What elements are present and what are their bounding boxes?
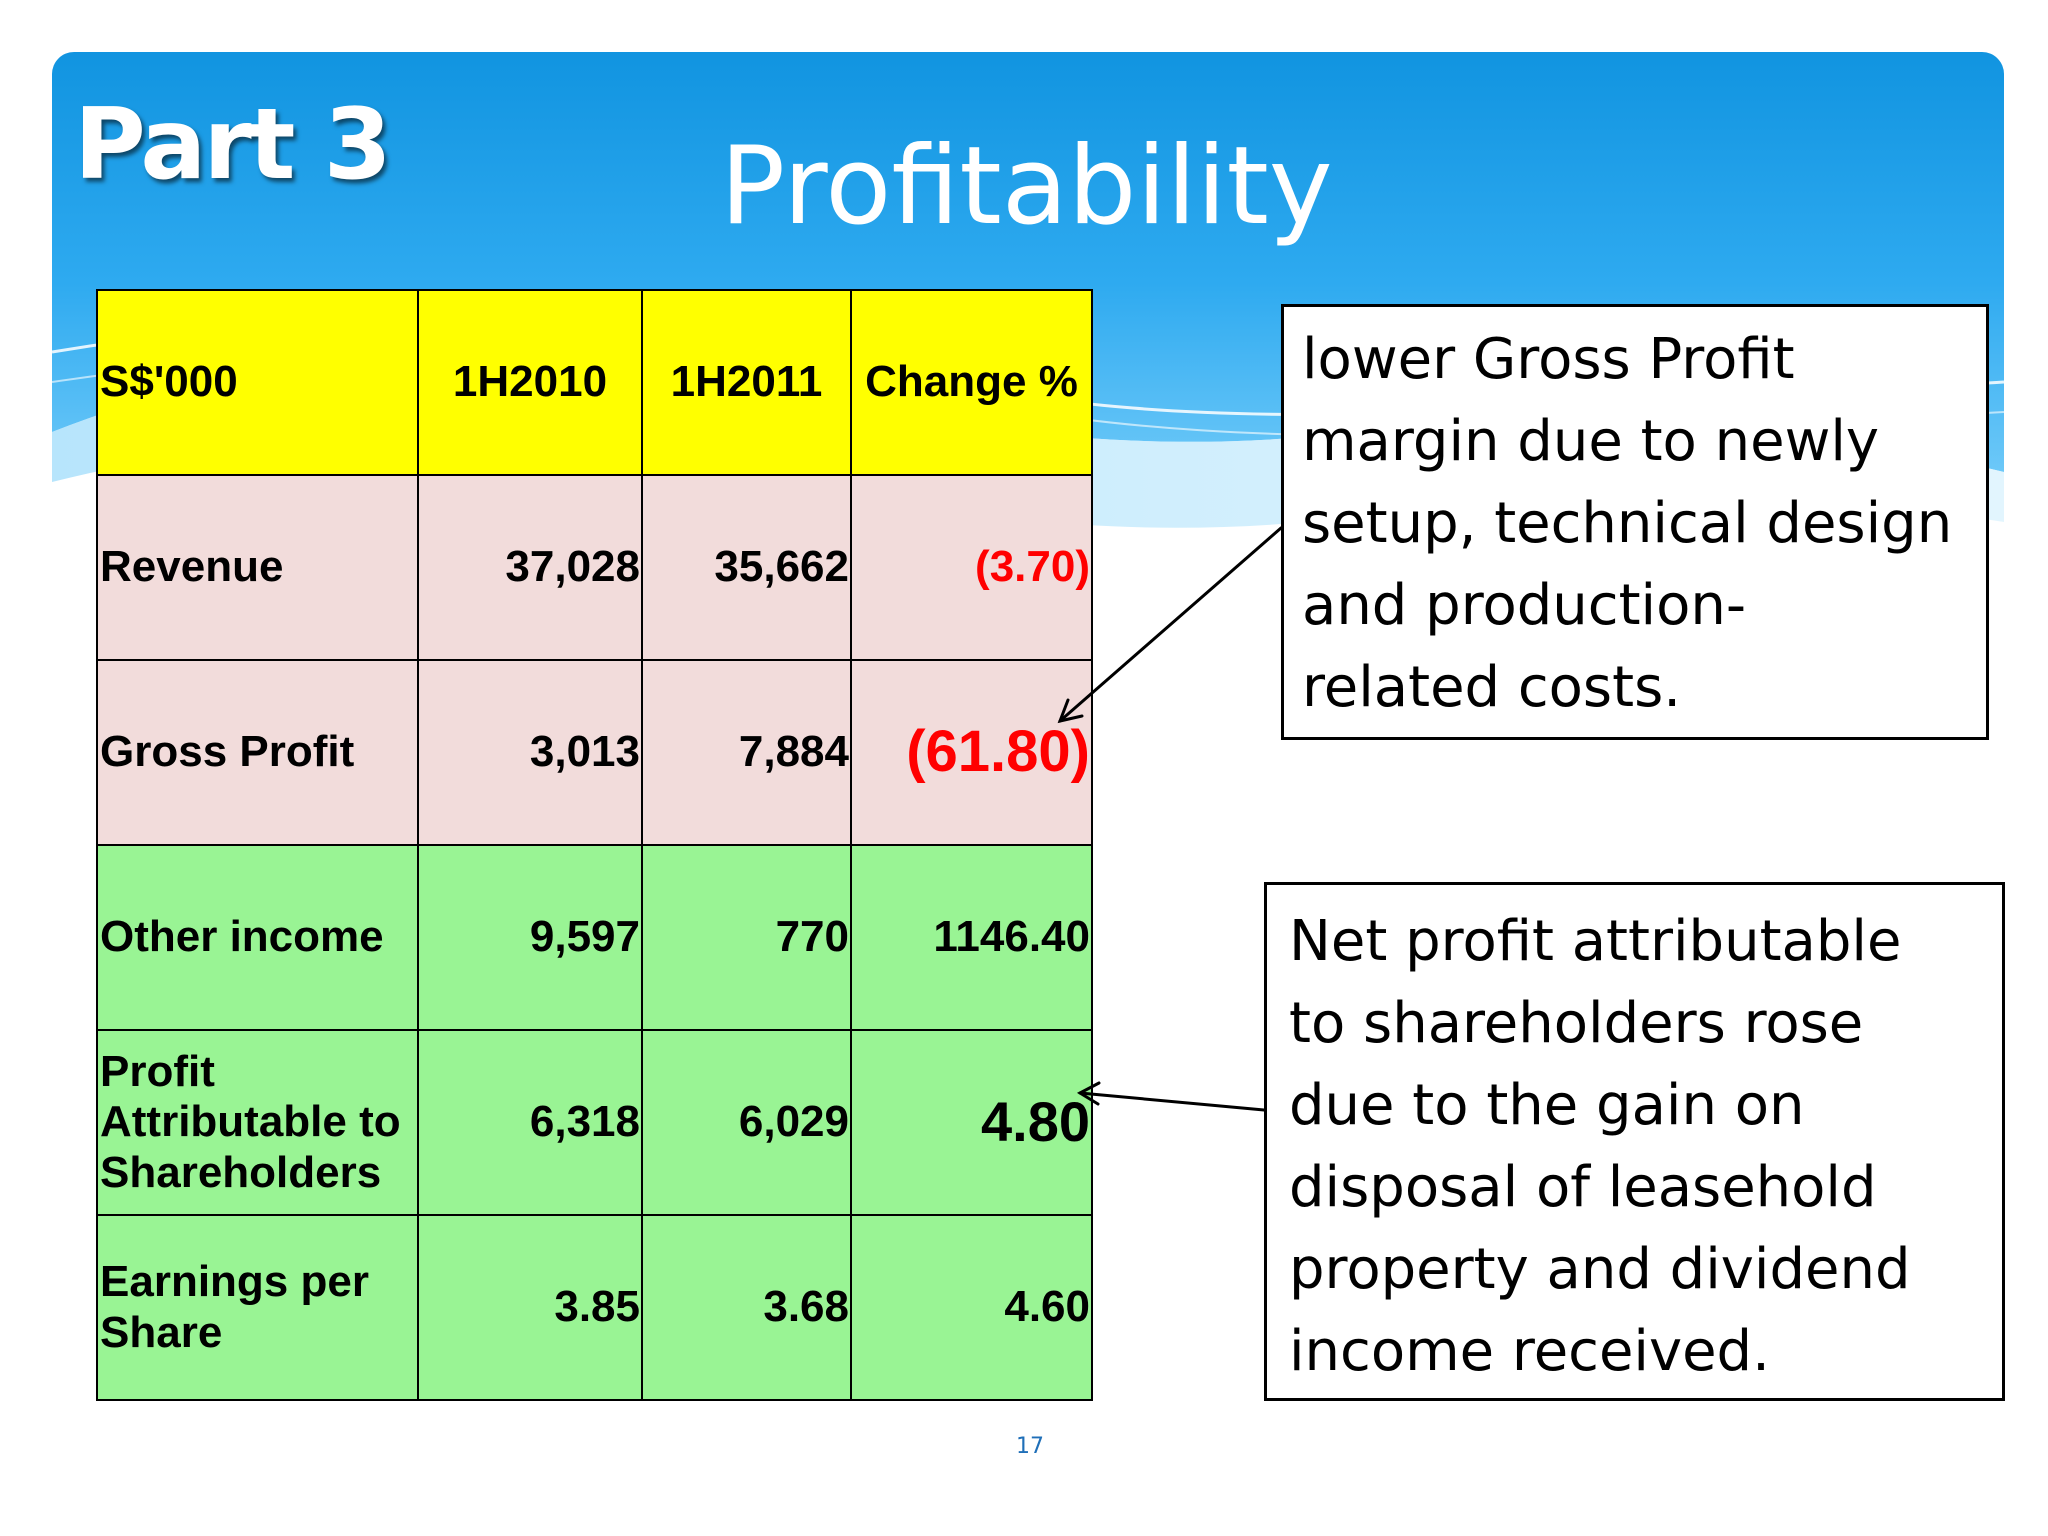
row-label-line: Share <box>100 1307 223 1357</box>
table-row-other-income: Other income 9,597 770 1146.40 <box>96 844 1093 1031</box>
value-change: 4.60 <box>850 1214 1093 1401</box>
row-label-line: Attributable to <box>100 1097 401 1147</box>
value-change: 4.80 <box>850 1029 1093 1216</box>
value-1h2011: 3.68 <box>641 1214 852 1401</box>
callout-line: property and dividend <box>1289 1237 1911 1302</box>
profitability-table: S$'000 1H2010 1H2011 Change % Revenue 37… <box>96 289 1093 1401</box>
column-header-1h2010: 1H2010 <box>417 289 643 476</box>
value-1h2011: 6,029 <box>641 1029 852 1216</box>
value-1h2010: 3,013 <box>417 659 643 846</box>
callout-line: lower Gross Profit <box>1302 327 1795 392</box>
value-change: (61.80) <box>850 659 1093 846</box>
callout-line: Net profit attributable <box>1289 909 1902 974</box>
row-label: Gross Profit <box>96 659 419 846</box>
table-row-eps: Earnings per Share 3.85 3.68 4.60 <box>96 1214 1093 1401</box>
row-label: Earnings per Share <box>96 1214 419 1401</box>
value-1h2010: 9,597 <box>417 844 643 1031</box>
callout-line: disposal of leasehold <box>1289 1155 1877 1220</box>
value-1h2010: 6,318 <box>417 1029 643 1216</box>
row-label-line: Shareholders <box>100 1147 382 1197</box>
value-1h2010: 3.85 <box>417 1214 643 1401</box>
table-row-gross-profit: Gross Profit 3,013 7,884 (61.80) <box>96 659 1093 846</box>
row-label: Profit Attributable to Shareholders <box>96 1029 419 1216</box>
callout-line: related costs. <box>1302 655 1682 720</box>
row-label: Other income <box>96 844 419 1031</box>
page-number: 17 <box>1016 1434 1044 1459</box>
callout-line: and production- <box>1302 573 1747 638</box>
slide-title: Profitability <box>720 124 1333 249</box>
callout-line: margin due to newly <box>1302 409 1880 474</box>
table-row-profit-attributable: Profit Attributable to Shareholders 6,31… <box>96 1029 1093 1216</box>
table-header-row: S$'000 1H2010 1H2011 Change % <box>96 289 1093 476</box>
row-label: Revenue <box>96 474 419 661</box>
table-row-revenue: Revenue 37,028 35,662 (3.70) <box>96 474 1093 661</box>
value-change: (3.70) <box>850 474 1093 661</box>
net-profit-callout: Net profit attributable to shareholders … <box>1264 882 2005 1401</box>
value-1h2011: 7,884 <box>641 659 852 846</box>
value-1h2011: 770 <box>641 844 852 1031</box>
gross-profit-callout: lower Gross Profit margin due to newly s… <box>1281 304 1989 740</box>
value-change: 1146.40 <box>850 844 1093 1031</box>
net-profit-arrowhead <box>1076 1081 1101 1106</box>
callout-line: setup, technical design <box>1302 491 1953 556</box>
callout-line: due to the gain on <box>1289 1073 1805 1138</box>
callout-line: to shareholders rose <box>1289 991 1864 1056</box>
column-header-change: Change % <box>850 289 1093 476</box>
part-label: Part 3 <box>74 88 392 202</box>
row-label-line: Earnings per <box>100 1256 369 1306</box>
value-1h2011: 35,662 <box>641 474 852 661</box>
value-1h2010: 37,028 <box>417 474 643 661</box>
gross-profit-arrow <box>1058 526 1283 723</box>
column-header-1h2011: 1H2011 <box>641 289 852 476</box>
row-label-line: Profit <box>100 1046 215 1096</box>
callout-line: income received. <box>1289 1319 1770 1384</box>
column-header-currency: S$'000 <box>96 289 419 476</box>
gross-profit-arrowhead <box>1057 698 1084 724</box>
net-profit-arrow <box>1078 1091 1266 1112</box>
